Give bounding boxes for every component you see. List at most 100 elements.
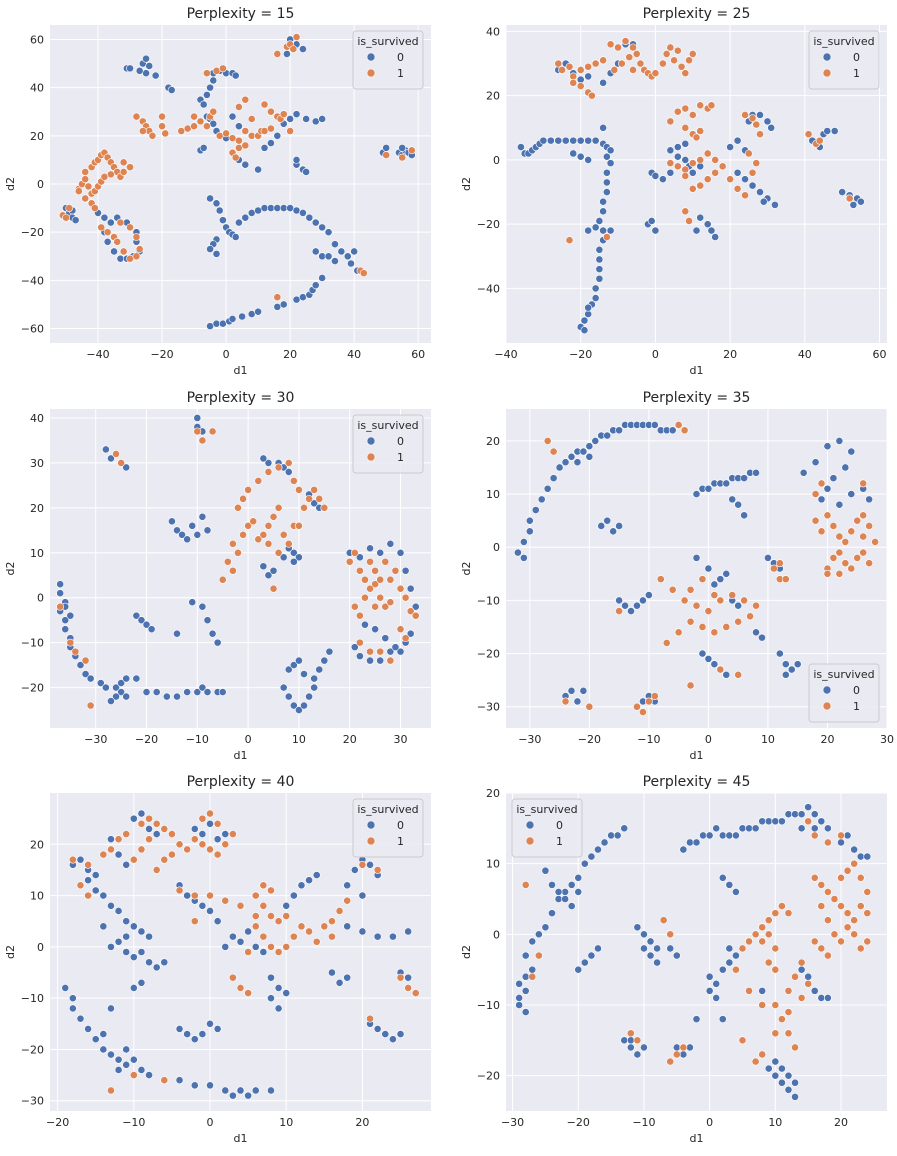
data-point-class-0 [651, 172, 660, 180]
data-point-class-1 [666, 1057, 675, 1066]
data-point-class-1 [781, 575, 790, 584]
data-point-class-0 [758, 986, 767, 995]
data-point-class-1 [644, 697, 653, 706]
data-point-class-0 [132, 611, 141, 620]
data-point-class-0 [519, 538, 528, 546]
data-point-class-1 [84, 860, 92, 869]
data-point-class-1 [213, 819, 222, 828]
data-point-class-1 [823, 916, 832, 925]
data-point-class-1 [259, 881, 268, 890]
data-point-class-1 [249, 517, 258, 526]
data-point-class-1 [223, 557, 232, 566]
data-point-class-1 [209, 107, 218, 116]
data-point-class-1 [811, 490, 820, 498]
data-point-class-0 [267, 139, 275, 147]
y-tick-label: 20 [30, 130, 44, 143]
y-tick-label: 0 [37, 941, 44, 954]
data-point-class-0 [712, 824, 721, 833]
data-point-class-1 [681, 104, 690, 113]
data-point-class-0 [777, 817, 786, 826]
data-point-class-0 [793, 660, 802, 669]
data-point-class-0 [190, 825, 199, 833]
y-tick-label: 0 [493, 154, 500, 167]
data-point-class-1 [734, 670, 743, 679]
data-point-class-1 [764, 930, 773, 939]
data-point-class-0 [580, 316, 589, 325]
y-tick-label: −30 [477, 701, 500, 714]
data-point-class-0 [647, 217, 656, 225]
data-point-class-1 [632, 50, 641, 58]
data-point-class-0 [183, 688, 192, 696]
data-point-class-0 [587, 852, 596, 861]
data-point-class-1 [251, 922, 260, 931]
data-point-class-0 [213, 1025, 222, 1033]
data-point-class-1 [784, 1029, 793, 1038]
data-point-class-0 [681, 139, 690, 148]
data-point-class-0 [373, 1025, 382, 1033]
x-tick-label: −20 [46, 1116, 69, 1129]
data-point-class-0 [519, 553, 528, 562]
data-point-class-0 [704, 654, 713, 663]
data-point-class-0 [841, 463, 850, 472]
data-point-class-1 [863, 888, 872, 896]
data-point-class-1 [771, 1029, 780, 1038]
data-point-class-0 [595, 274, 604, 283]
data-point-class-1 [107, 845, 115, 854]
chart-panel-4: −30 −20 −10 0 10 20 30−30−20−1001020Perplexity… [460, 390, 894, 762]
data-point-class-1 [696, 101, 705, 110]
data-point-class-1 [126, 223, 134, 232]
y-tick-label: 0 [37, 178, 44, 191]
data-point-class-0 [259, 562, 268, 571]
data-point-class-0 [580, 326, 589, 335]
data-point-class-0 [305, 213, 314, 222]
data-point-class-1 [244, 485, 253, 494]
data-point-class-0 [777, 1064, 786, 1073]
data-point-class-0 [777, 1078, 786, 1087]
data-point-class-0 [289, 557, 298, 566]
data-point-class-1 [119, 247, 128, 256]
data-point-class-0 [752, 628, 760, 637]
data-point-class-0 [122, 860, 131, 869]
data-point-class-0 [615, 596, 624, 605]
legend-label-0: 0 [853, 684, 860, 697]
data-point-class-1 [680, 426, 689, 435]
data-point-class-0 [76, 661, 85, 669]
data-point-class-0 [787, 665, 796, 674]
data-point-class-0 [137, 927, 146, 936]
data-point-class-1 [228, 539, 237, 548]
data-point-class-0 [576, 152, 585, 161]
data-point-class-1 [658, 59, 667, 68]
data-point-class-0 [114, 1066, 123, 1074]
data-point-class-1 [234, 548, 242, 557]
data-point-class-0 [567, 880, 576, 889]
data-point-class-1 [160, 825, 169, 833]
data-point-class-0 [756, 188, 764, 196]
data-point-class-1 [137, 845, 146, 854]
y-tick-label: 20 [486, 787, 500, 800]
data-point-class-0 [202, 90, 211, 99]
data-point-class-0 [718, 965, 727, 974]
data-point-class-1 [698, 623, 707, 631]
data-point-class-1 [710, 591, 719, 599]
data-point-class-0 [289, 701, 298, 710]
data-point-class-0 [784, 810, 793, 819]
data-point-class-1 [837, 831, 845, 840]
data-point-class-1 [850, 859, 859, 868]
data-point-class-0 [145, 1071, 153, 1079]
legend-label-1: 1 [397, 835, 404, 848]
legend: is_survived 0 1 [352, 30, 424, 90]
data-point-class-0 [302, 115, 311, 123]
y-tick-label: −20 [21, 682, 44, 695]
data-point-class-0 [804, 972, 813, 981]
data-point-class-1 [320, 503, 329, 512]
y-tick-label: 20 [30, 502, 44, 515]
data-point-class-0 [847, 490, 856, 498]
data-point-class-1 [681, 172, 690, 180]
data-point-class-1 [404, 984, 413, 992]
data-point-class-0 [388, 1035, 397, 1044]
data-point-class-1 [122, 830, 131, 838]
x-tick-label: 20 [355, 1116, 369, 1129]
x-tick-label: −30 [84, 733, 107, 746]
data-point-class-0 [129, 814, 138, 823]
data-point-class-0 [355, 553, 364, 562]
